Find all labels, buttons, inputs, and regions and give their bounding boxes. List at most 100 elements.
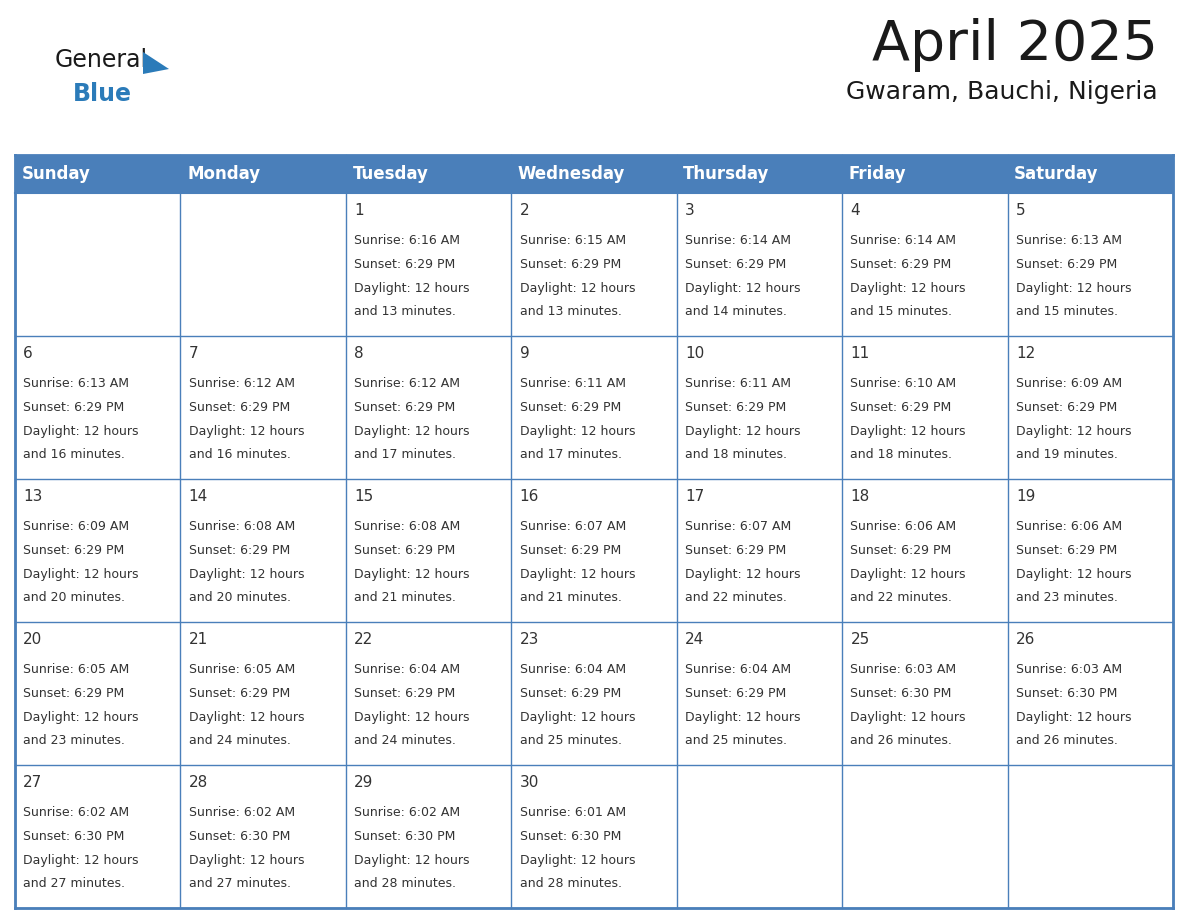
Text: Sunset: 6:29 PM: Sunset: 6:29 PM	[851, 544, 952, 557]
Text: 25: 25	[851, 632, 870, 647]
Text: Sunrise: 6:11 AM: Sunrise: 6:11 AM	[519, 377, 626, 390]
Text: and 17 minutes.: and 17 minutes.	[519, 448, 621, 461]
Text: Sunset: 6:30 PM: Sunset: 6:30 PM	[354, 830, 455, 843]
Text: and 25 minutes.: and 25 minutes.	[519, 734, 621, 747]
Text: Sunset: 6:29 PM: Sunset: 6:29 PM	[354, 258, 455, 271]
Text: Sunrise: 6:03 AM: Sunrise: 6:03 AM	[851, 664, 956, 677]
Text: Sunrise: 6:14 AM: Sunrise: 6:14 AM	[685, 234, 791, 248]
Text: Daylight: 12 hours: Daylight: 12 hours	[24, 567, 139, 581]
Text: and 22 minutes.: and 22 minutes.	[851, 591, 953, 604]
Text: 23: 23	[519, 632, 539, 647]
Text: Monday: Monday	[187, 165, 260, 183]
Text: Sunrise: 6:10 AM: Sunrise: 6:10 AM	[851, 377, 956, 390]
Text: Daylight: 12 hours: Daylight: 12 hours	[685, 567, 801, 581]
Text: Daylight: 12 hours: Daylight: 12 hours	[1016, 567, 1131, 581]
Text: and 18 minutes.: and 18 minutes.	[685, 448, 786, 461]
Text: 1: 1	[354, 203, 364, 218]
Text: 30: 30	[519, 775, 539, 790]
Text: Daylight: 12 hours: Daylight: 12 hours	[519, 282, 636, 295]
Text: Daylight: 12 hours: Daylight: 12 hours	[519, 711, 636, 723]
Text: and 17 minutes.: and 17 minutes.	[354, 448, 456, 461]
Text: Daylight: 12 hours: Daylight: 12 hours	[851, 425, 966, 438]
Text: 10: 10	[685, 346, 704, 361]
Text: Daylight: 12 hours: Daylight: 12 hours	[1016, 711, 1131, 723]
Text: 19: 19	[1016, 489, 1035, 504]
Text: Daylight: 12 hours: Daylight: 12 hours	[24, 854, 139, 867]
Text: and 15 minutes.: and 15 minutes.	[851, 306, 953, 319]
Text: Sunset: 6:29 PM: Sunset: 6:29 PM	[24, 687, 125, 700]
Text: Sunrise: 6:07 AM: Sunrise: 6:07 AM	[519, 521, 626, 533]
Text: Friday: Friday	[848, 165, 906, 183]
Text: and 21 minutes.: and 21 minutes.	[519, 591, 621, 604]
Text: Daylight: 12 hours: Daylight: 12 hours	[519, 567, 636, 581]
Text: Daylight: 12 hours: Daylight: 12 hours	[354, 282, 469, 295]
Text: Daylight: 12 hours: Daylight: 12 hours	[851, 567, 966, 581]
Polygon shape	[143, 52, 169, 74]
Text: 3: 3	[685, 203, 695, 218]
Text: Tuesday: Tuesday	[353, 165, 429, 183]
Text: Daylight: 12 hours: Daylight: 12 hours	[851, 711, 966, 723]
Text: Sunrise: 6:02 AM: Sunrise: 6:02 AM	[189, 807, 295, 820]
Text: Daylight: 12 hours: Daylight: 12 hours	[189, 854, 304, 867]
Text: Daylight: 12 hours: Daylight: 12 hours	[24, 711, 139, 723]
Text: Gwaram, Bauchi, Nigeria: Gwaram, Bauchi, Nigeria	[846, 80, 1158, 104]
Text: Daylight: 12 hours: Daylight: 12 hours	[189, 425, 304, 438]
Text: Sunset: 6:29 PM: Sunset: 6:29 PM	[685, 258, 786, 271]
Text: and 26 minutes.: and 26 minutes.	[851, 734, 953, 747]
Text: Daylight: 12 hours: Daylight: 12 hours	[851, 282, 966, 295]
Text: and 28 minutes.: and 28 minutes.	[519, 878, 621, 890]
Bar	[15, 193, 1173, 908]
Text: Sunset: 6:29 PM: Sunset: 6:29 PM	[851, 401, 952, 414]
Text: 18: 18	[851, 489, 870, 504]
Text: Sunrise: 6:15 AM: Sunrise: 6:15 AM	[519, 234, 626, 248]
Text: and 13 minutes.: and 13 minutes.	[519, 306, 621, 319]
Text: 8: 8	[354, 346, 364, 361]
Text: 9: 9	[519, 346, 530, 361]
Text: Sunrise: 6:08 AM: Sunrise: 6:08 AM	[189, 521, 295, 533]
Text: and 28 minutes.: and 28 minutes.	[354, 878, 456, 890]
Text: Sunrise: 6:06 AM: Sunrise: 6:06 AM	[1016, 521, 1121, 533]
Text: 21: 21	[189, 632, 208, 647]
Text: Daylight: 12 hours: Daylight: 12 hours	[685, 282, 801, 295]
Text: Sunday: Sunday	[21, 165, 90, 183]
Text: 7: 7	[189, 346, 198, 361]
Text: Sunset: 6:29 PM: Sunset: 6:29 PM	[189, 544, 290, 557]
Text: and 26 minutes.: and 26 minutes.	[1016, 734, 1118, 747]
Text: Sunrise: 6:07 AM: Sunrise: 6:07 AM	[685, 521, 791, 533]
Text: 24: 24	[685, 632, 704, 647]
Text: Sunrise: 6:12 AM: Sunrise: 6:12 AM	[189, 377, 295, 390]
Text: Sunset: 6:29 PM: Sunset: 6:29 PM	[851, 258, 952, 271]
Text: and 27 minutes.: and 27 minutes.	[189, 878, 291, 890]
Text: 11: 11	[851, 346, 870, 361]
Text: Sunrise: 6:11 AM: Sunrise: 6:11 AM	[685, 377, 791, 390]
Text: Daylight: 12 hours: Daylight: 12 hours	[354, 854, 469, 867]
Text: 12: 12	[1016, 346, 1035, 361]
Text: 17: 17	[685, 489, 704, 504]
Text: Sunset: 6:29 PM: Sunset: 6:29 PM	[189, 401, 290, 414]
Text: 26: 26	[1016, 632, 1035, 647]
Text: Sunset: 6:29 PM: Sunset: 6:29 PM	[189, 687, 290, 700]
Text: 13: 13	[24, 489, 43, 504]
Text: Sunset: 6:29 PM: Sunset: 6:29 PM	[519, 401, 621, 414]
Text: Sunset: 6:30 PM: Sunset: 6:30 PM	[1016, 687, 1117, 700]
Text: Daylight: 12 hours: Daylight: 12 hours	[1016, 425, 1131, 438]
Text: and 25 minutes.: and 25 minutes.	[685, 734, 786, 747]
Text: and 16 minutes.: and 16 minutes.	[24, 448, 125, 461]
Text: Daylight: 12 hours: Daylight: 12 hours	[685, 711, 801, 723]
Text: Daylight: 12 hours: Daylight: 12 hours	[354, 711, 469, 723]
Text: 27: 27	[24, 775, 43, 790]
Text: and 20 minutes.: and 20 minutes.	[189, 591, 291, 604]
Text: Sunrise: 6:06 AM: Sunrise: 6:06 AM	[851, 521, 956, 533]
Text: Sunrise: 6:05 AM: Sunrise: 6:05 AM	[189, 664, 295, 677]
Text: 2: 2	[519, 203, 529, 218]
Text: Sunrise: 6:14 AM: Sunrise: 6:14 AM	[851, 234, 956, 248]
Bar	[15, 155, 1173, 193]
Text: and 24 minutes.: and 24 minutes.	[189, 734, 291, 747]
Text: Sunset: 6:29 PM: Sunset: 6:29 PM	[1016, 401, 1117, 414]
Text: Sunset: 6:29 PM: Sunset: 6:29 PM	[24, 401, 125, 414]
Text: Sunset: 6:29 PM: Sunset: 6:29 PM	[519, 258, 621, 271]
Text: 5: 5	[1016, 203, 1025, 218]
Text: Sunset: 6:30 PM: Sunset: 6:30 PM	[851, 687, 952, 700]
Text: April 2025: April 2025	[872, 18, 1158, 72]
Text: Sunset: 6:30 PM: Sunset: 6:30 PM	[189, 830, 290, 843]
